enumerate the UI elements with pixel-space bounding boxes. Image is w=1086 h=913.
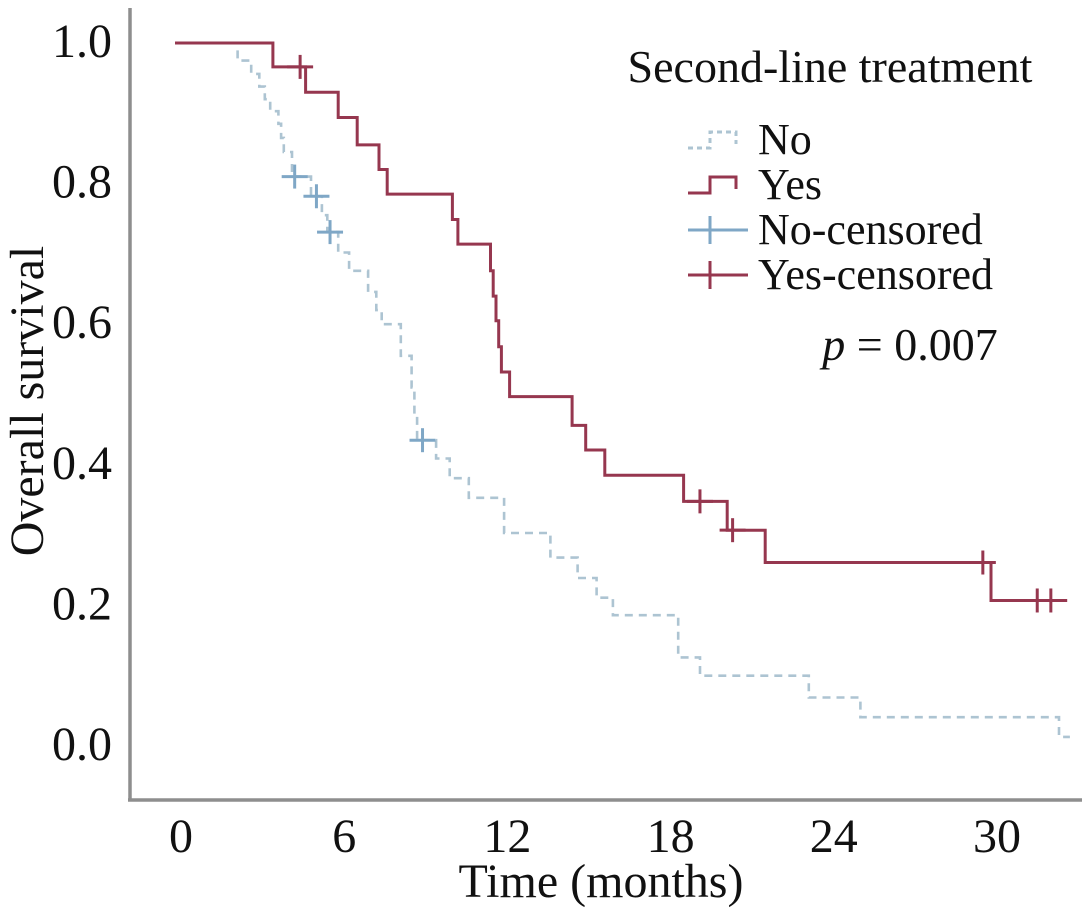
y-tick-label: 1.0 bbox=[52, 15, 112, 68]
km-curve-no bbox=[175, 41, 1070, 739]
x-axis-title: Time (months) bbox=[458, 855, 744, 908]
x-tick-label: 30 bbox=[973, 810, 1021, 863]
legend-symbol-yes-step-icon bbox=[688, 175, 738, 194]
y-tick-label: 0.6 bbox=[52, 296, 112, 349]
legend-label-no-censored: No-censored bbox=[758, 204, 983, 254]
y-axis-title: Overall survival bbox=[1, 245, 54, 557]
p-value-symbol: p bbox=[822, 319, 846, 370]
x-tick-label: 6 bbox=[332, 810, 356, 863]
legend-item-no: No bbox=[686, 117, 993, 162]
legend-label-yes: Yes bbox=[758, 159, 823, 209]
legend: No Yes No-censored Yes-censored bbox=[686, 117, 993, 297]
legend-symbol-no-step-icon bbox=[688, 130, 738, 149]
p-value-text: = 0.007 bbox=[845, 319, 998, 370]
y-tick-label: 0.0 bbox=[52, 718, 112, 771]
legend-item-yes: Yes bbox=[686, 162, 993, 207]
x-tick-label: 18 bbox=[647, 810, 695, 863]
km-curve-yes bbox=[175, 41, 1068, 602]
legend-symbol-no-censored-icon bbox=[688, 215, 748, 244]
legend-label-no: No bbox=[758, 114, 812, 164]
y-tick-label: 0.8 bbox=[52, 156, 112, 209]
y-tick-label: 0.4 bbox=[52, 437, 112, 490]
x-tick-label: 24 bbox=[810, 810, 858, 863]
x-tick-label: 0 bbox=[169, 810, 193, 863]
legend-label-yes-censored: Yes-censored bbox=[758, 249, 994, 299]
y-tick-label: 0.2 bbox=[52, 577, 112, 630]
p-value-annotation: p = 0.007 bbox=[750, 320, 1070, 370]
legend-title: Second-line treatment bbox=[627, 41, 1033, 92]
legend-symbol-yes-censored-icon bbox=[688, 260, 748, 289]
x-tick-label: 12 bbox=[483, 810, 531, 863]
legend-item-no-censored: No-censored bbox=[686, 207, 993, 252]
legend-item-yes-censored: Yes-censored bbox=[686, 252, 993, 297]
